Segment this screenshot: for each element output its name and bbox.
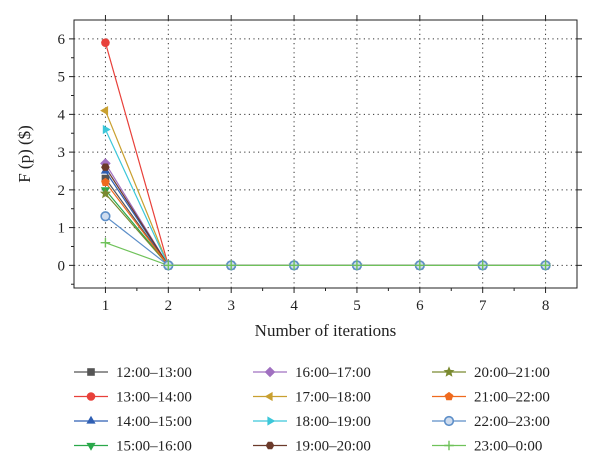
series-line-5 [104,110,546,266]
x-tick-label: 5 [353,298,361,314]
series-line-4 [104,163,546,266]
axis-ticks [69,15,582,293]
legend-label: 19:00–20:00 [295,439,371,455]
legend-marker [86,392,96,401]
legend-marker [87,368,95,376]
legend-marker [86,415,96,424]
legend-label: 22:00–23:00 [474,414,550,430]
series-line-11 [105,242,546,266]
legend: 12:00–13:00 13:00–14:00 14:00–15:00 15:00–1… [74,365,550,455]
plot-frame [73,19,578,289]
legend-label: 15:00–16:00 [116,439,192,455]
series-markers [99,38,552,271]
legend-marker [264,391,273,402]
legend-item: 22:00–23:00 [432,414,550,430]
data-point-series-8 [99,187,111,199]
series-line-7 [104,166,546,266]
x-tick-label: 6 [416,298,424,314]
y-tick-label: 3 [58,145,66,161]
data-point-series-5 [100,106,109,116]
y-tick-label: 6 [58,32,66,48]
x-tick-label: 7 [479,298,487,314]
legend-marker [264,366,276,378]
series-lines [104,42,546,266]
series-line-0 [104,178,546,266]
legend-marker [443,366,455,377]
legend-label: 21:00–22:00 [474,390,550,406]
series-line-8 [104,193,546,266]
series-line-2 [104,170,546,266]
data-point-series-11 [163,260,174,271]
legend-item: 12:00–13:00 [74,365,192,381]
y-tick-label: 1 [58,221,66,237]
data-point-series-11 [100,237,111,248]
plot-area [69,15,582,293]
x-tick-labels: 1 2 3 4 5 6 7 8 [102,298,550,314]
legend-label: 18:00–19:00 [295,414,371,430]
legend-label: 23:00–0:00 [474,439,542,455]
legend-item: 13:00–14:00 [74,390,192,406]
data-point-series-11 [540,260,551,271]
data-point-series-6 [102,124,111,135]
legend-label: 16:00–17:00 [295,365,371,381]
data-point-series-11 [477,260,488,271]
legend-marker [444,440,454,451]
x-tick-label: 1 [102,298,110,314]
y-tick-labels: 0 1 2 3 4 5 6 [58,32,66,274]
legend-label: 17:00–18:00 [295,390,371,406]
legend-item: 20:00–21:00 [432,365,550,381]
legend-marker [86,442,96,451]
series-line-10 [105,215,546,266]
legend-item: 21:00–22:00 [432,390,550,406]
data-point-series-11 [415,260,425,271]
legend-marker [265,441,275,450]
series-line-6 [104,129,546,266]
legend-label: 14:00–15:00 [116,414,192,430]
legend-marker [444,391,454,401]
data-point-series-10 [100,211,111,222]
x-tick-label: 2 [165,298,173,314]
legend-marker [267,416,276,426]
data-point-series-7 [101,163,110,171]
legend-label: 12:00–13:00 [116,365,192,381]
series-line-9 [104,181,546,266]
data-point-series-9 [101,177,110,186]
legend-item: 17:00–18:00 [253,390,371,406]
grid-lines [74,20,577,288]
data-point-series-4 [100,158,111,169]
x-axis-title: Number of iterations [255,321,397,340]
y-axis-title: F (p) ($) [15,125,34,183]
legend-item: 15:00–16:00 [74,439,192,455]
legend-marker [443,415,455,427]
legend-label: 20:00–21:00 [474,365,550,381]
legend-item: 14:00–15:00 [74,414,192,430]
x-tick-label: 3 [227,298,235,314]
x-tick-label: 4 [290,298,298,314]
data-point-series-11 [226,260,236,271]
data-point-series-1 [101,38,110,47]
x-tick-label: 8 [542,298,550,314]
y-tick-label: 5 [58,70,66,86]
legend-item: 18:00–19:00 [253,414,371,430]
legend-item: 19:00–20:00 [253,439,371,455]
legend-item: 16:00–17:00 [253,365,371,381]
legend-label: 13:00–14:00 [116,390,192,406]
y-tick-label: 0 [58,258,66,274]
y-tick-label: 4 [58,107,66,123]
data-point-series-11 [352,260,362,271]
series-line-1 [104,42,546,266]
data-point-series-11 [289,260,299,271]
y-tick-label: 2 [58,183,66,199]
legend-item: 23:00–0:00 [432,439,542,455]
